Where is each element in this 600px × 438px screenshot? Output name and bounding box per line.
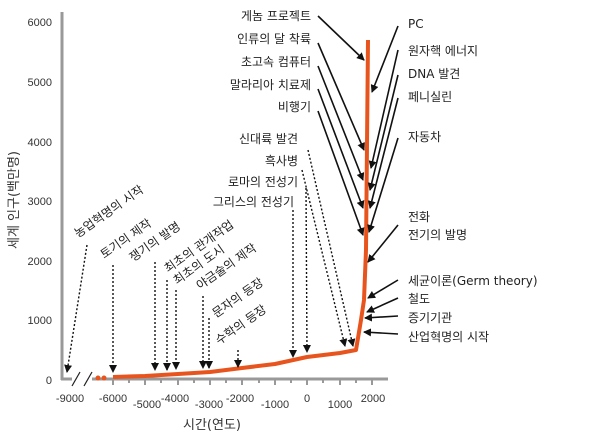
svg-text:0: 0 <box>304 393 310 405</box>
svg-text:3000: 3000 <box>28 196 52 208</box>
svg-text:인류의 달 착륙: 인류의 달 착륙 <box>237 32 311 46</box>
middle-annotation-arrows <box>289 149 356 358</box>
svg-text:-6000: -6000 <box>99 393 127 405</box>
svg-text:자동차: 자동차 <box>408 130 441 144</box>
svg-text:-4000: -4000 <box>161 393 189 405</box>
svg-text:게놈 프로젝트: 게놈 프로젝트 <box>241 9 311 23</box>
svg-text:-1000: -1000 <box>261 399 289 411</box>
svg-text:말라리아 치료제: 말라리아 치료제 <box>230 78 311 92</box>
svg-text:전화: 전화 <box>408 210 430 224</box>
svg-text:원자핵 에너지: 원자핵 에너지 <box>408 44 478 58</box>
left-annotation-arrows <box>64 244 242 373</box>
svg-text:-9000: -9000 <box>56 393 84 405</box>
svg-text:세균이론(Germ theory): 세균이론(Germ theory) <box>408 274 538 288</box>
svg-text:2000: 2000 <box>28 256 52 268</box>
svg-text:PC: PC <box>408 17 424 31</box>
svg-text:페니실린: 페니실린 <box>408 90 452 104</box>
svg-text:-3000: -3000 <box>195 399 223 411</box>
svg-text:5000: 5000 <box>28 77 52 89</box>
svg-text:전기의 발명: 전기의 발명 <box>408 228 467 242</box>
svg-text:2000: 2000 <box>361 393 385 405</box>
axis-break-mark <box>71 371 81 387</box>
y-axis-label: 세계 인구(백만명) <box>7 151 22 249</box>
axis-break-mark <box>83 371 93 387</box>
svg-text:0: 0 <box>46 375 52 387</box>
svg-text:-5000: -5000 <box>133 399 161 411</box>
svg-text:6000: 6000 <box>28 17 52 29</box>
svg-text:DNA 발견: DNA 발견 <box>408 67 460 81</box>
svg-text:1000: 1000 <box>28 315 52 327</box>
svg-text:흑사병: 흑사병 <box>265 154 298 168</box>
svg-text:증기기관: 증기기관 <box>408 311 452 325</box>
right-column-labels-left: 게놈 프로젝트 인류의 달 착륙 초고속 컴퓨터 말라리아 치료제 비행기 신대… <box>213 9 311 209</box>
svg-text:철도: 철도 <box>408 292 430 306</box>
x-axis <box>61 371 388 387</box>
population-line <box>95 39 370 381</box>
svg-text:비행기: 비행기 <box>278 99 311 114</box>
svg-text:4000: 4000 <box>28 137 52 149</box>
right-column-labels: PC 원자핵 에너지 DNA 발견 페니실린 자동차 전화 전기의 발명 세균이… <box>408 17 538 344</box>
svg-text:-2000: -2000 <box>226 393 254 405</box>
x-axis-label: 시간(연도) <box>183 418 241 433</box>
svg-text:신대륙 발견: 신대륙 발견 <box>239 132 298 146</box>
svg-text:초고속 컴퓨터: 초고속 컴퓨터 <box>241 55 311 69</box>
svg-text:1000: 1000 <box>328 399 352 411</box>
x-ticks <box>112 379 373 385</box>
y-tick-labels: 6000 5000 4000 3000 2000 1000 0 <box>28 17 52 387</box>
x-tick-labels: -9000 -6000 -5000 -4000 -3000 -2000 -100… <box>56 393 385 411</box>
svg-text:산업혁명의 시작: 산업혁명의 시작 <box>408 330 489 344</box>
svg-text:로마의 전성기: 로마의 전성기 <box>228 175 298 189</box>
svg-text:그리스의 전성기: 그리스의 전성기 <box>213 195 294 209</box>
right-annotation-arrows <box>317 15 399 337</box>
